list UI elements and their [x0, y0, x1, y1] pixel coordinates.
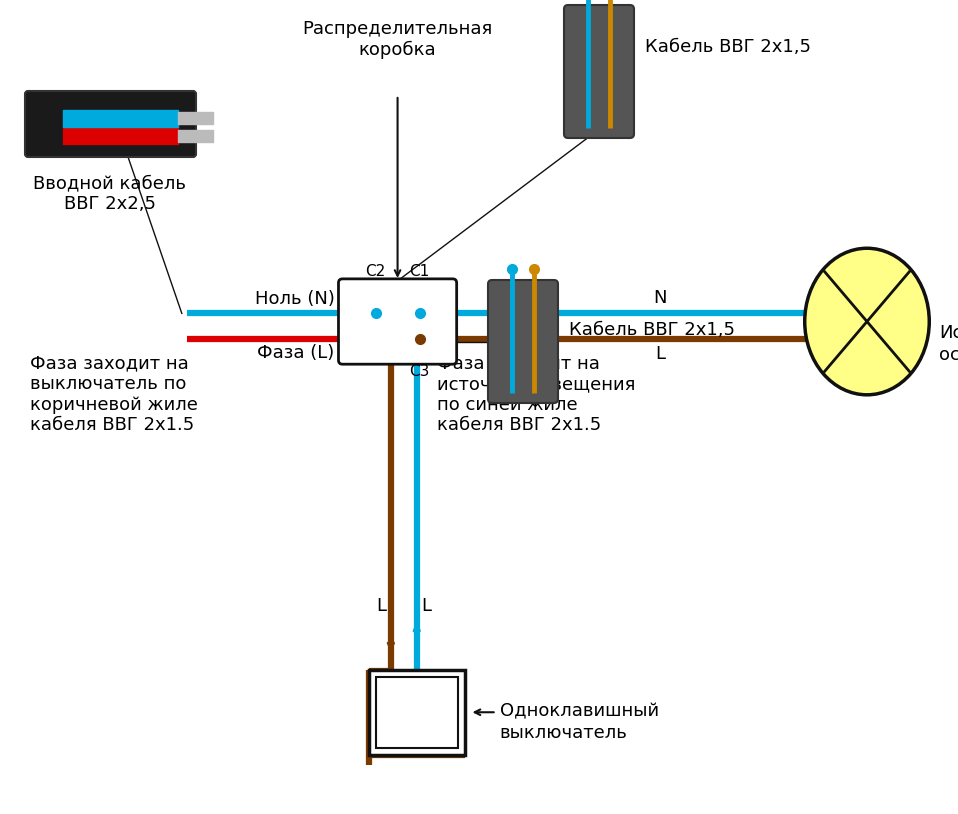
Text: Распределительная
коробка: Распределительная коробка — [303, 20, 492, 59]
FancyBboxPatch shape — [25, 91, 196, 157]
FancyBboxPatch shape — [488, 280, 558, 403]
Text: Фаза заходит на
выключатель по
коричневой жиле
кабеля ВВГ 2х1.5: Фаза заходит на выключатель по коричнево… — [30, 354, 198, 435]
Bar — [369, 669, 465, 755]
Text: С3: С3 — [409, 364, 430, 379]
Text: L: L — [422, 597, 432, 615]
Text: N: N — [653, 290, 667, 308]
Text: Фаза (L): Фаза (L) — [258, 344, 334, 362]
Text: С1: С1 — [409, 264, 430, 279]
Bar — [376, 676, 458, 748]
Text: С2: С2 — [365, 264, 386, 279]
FancyBboxPatch shape — [338, 279, 457, 364]
Text: Ноль (N): Ноль (N) — [255, 291, 334, 309]
Text: Фаза выходит на
источник освещения
по синей жиле
кабеля ВВГ 2х1.5: Фаза выходит на источник освещения по си… — [437, 354, 635, 435]
Text: L: L — [655, 345, 665, 363]
Text: Кабель ВВГ 2х1,5: Кабель ВВГ 2х1,5 — [645, 37, 811, 55]
Text: Одноклавишный
выключатель: Одноклавишный выключатель — [500, 702, 659, 742]
FancyBboxPatch shape — [564, 5, 634, 138]
Text: Кабель ВВГ 2х1,5: Кабель ВВГ 2х1,5 — [569, 321, 735, 339]
Text: L: L — [376, 597, 386, 615]
Text: Источник
освещения: Источник освещения — [939, 324, 958, 363]
Ellipse shape — [805, 248, 929, 395]
Text: Вводной кабель
ВВГ 2х2,5: Вводной кабель ВВГ 2х2,5 — [34, 174, 187, 212]
